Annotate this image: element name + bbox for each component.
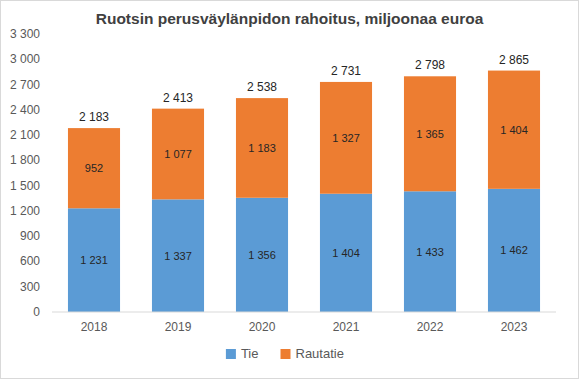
- y-tick-label: 3 300: [10, 27, 40, 41]
- y-axis: 0 300 600 900 1 200 1 500 1 800 2 100 2 400 2 700…: [10, 27, 49, 319]
- x-tick-label: 2022: [417, 320, 444, 334]
- bar: [404, 76, 456, 191]
- total-label: 2 731: [331, 64, 361, 78]
- bars: [68, 71, 540, 312]
- chart-border: [1, 1, 579, 379]
- bar: [488, 71, 540, 189]
- bar: [320, 82, 372, 194]
- data-label: 1 183: [248, 142, 276, 154]
- total-label: 2 183: [79, 110, 109, 124]
- total-label: 2 413: [163, 91, 193, 105]
- data-label: 1 404: [332, 247, 360, 259]
- bar: [404, 191, 456, 312]
- total-label: 2 538: [247, 80, 277, 94]
- data-label: 1 404: [500, 124, 528, 136]
- y-tick-label: 2 700: [10, 78, 40, 92]
- data-label: 1 356: [248, 249, 276, 261]
- y-tick-label: 300: [20, 280, 40, 294]
- y-tick-label: 3 000: [10, 52, 40, 66]
- x-axis-line: [52, 312, 556, 313]
- data-label: 1 077: [164, 148, 192, 160]
- legend-label: Rautatie: [296, 346, 344, 361]
- legend: Tie Rautatie: [226, 346, 344, 361]
- y-tick-label: 900: [20, 229, 40, 243]
- data-label: 1 337: [164, 250, 192, 262]
- data-label: 1 231: [80, 254, 108, 266]
- y-tick-label: 1 500: [10, 179, 40, 193]
- data-labels: 1 231 1 337 1 356 1 404 1 433 1 462 952 1 077 1 …: [79, 53, 529, 267]
- x-tick-label: 2021: [333, 320, 360, 334]
- x-tick-label: 2019: [165, 320, 192, 334]
- legend-label: Tie: [241, 346, 259, 361]
- data-label: 1 327: [332, 132, 360, 144]
- chart: Ruotsin perusväylänpidon rahoitus, miljo…: [0, 0, 579, 379]
- title: Ruotsin perusväylänpidon rahoitus, miljo…: [96, 10, 484, 27]
- x-tick-label: 2018: [81, 320, 108, 334]
- bar: [68, 128, 120, 208]
- data-label: 952: [85, 162, 103, 174]
- y-tick-label: 1 200: [10, 204, 40, 218]
- bar: [152, 109, 204, 200]
- y-tick-label: 0: [33, 305, 40, 319]
- bar: [152, 199, 204, 312]
- bar: [68, 208, 120, 312]
- y-tick-label: 1 800: [10, 153, 40, 167]
- total-label: 2 798: [415, 58, 445, 72]
- y-tick-label: 2 400: [10, 103, 40, 117]
- total-label: 2 865: [499, 53, 529, 67]
- data-label: 1 462: [500, 244, 528, 256]
- bar: [236, 98, 288, 198]
- x-tick-label: 2020: [249, 320, 276, 334]
- y-tick-label: 600: [20, 254, 40, 268]
- x-tick-label: 2023: [501, 320, 528, 334]
- data-label: 1 433: [416, 246, 444, 258]
- bar: [236, 198, 288, 312]
- legend-swatch: [281, 349, 291, 359]
- bar: [488, 189, 540, 312]
- legend-swatch: [226, 349, 236, 359]
- data-label: 1 365: [416, 128, 444, 140]
- bar: [320, 194, 372, 312]
- y-tick-label: 2 100: [10, 128, 40, 142]
